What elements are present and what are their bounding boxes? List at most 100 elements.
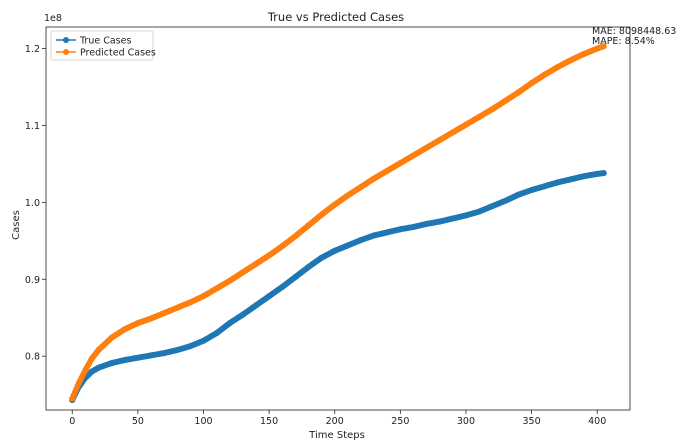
data-point	[357, 183, 364, 190]
series-layer	[69, 43, 607, 404]
data-point	[397, 160, 404, 167]
series-line	[71, 172, 604, 401]
data-point	[581, 50, 588, 57]
x-tick-label: 400	[588, 416, 606, 427]
data-point	[515, 191, 522, 198]
data-point	[213, 330, 220, 337]
data-point	[423, 144, 430, 151]
data-point	[528, 80, 535, 87]
series-line	[71, 45, 605, 399]
data-point	[318, 254, 325, 261]
data-point	[82, 367, 89, 374]
data-point	[69, 395, 76, 402]
data-point	[554, 179, 561, 186]
x-tick-label: 250	[391, 416, 409, 427]
annotation-mape: MAPE: 8.54%	[592, 36, 655, 47]
tick-layer: 0 50 100 150 200 250 300 350 400 0.8 0.9 1.0 1.1 1.2	[25, 44, 606, 427]
data-point	[331, 247, 338, 254]
data-point	[213, 285, 220, 292]
data-point	[502, 97, 509, 104]
data-point	[121, 357, 128, 364]
data-point	[384, 167, 391, 174]
data-point	[318, 211, 325, 218]
data-point	[541, 183, 548, 190]
legend-marker	[63, 49, 69, 55]
data-point	[226, 277, 233, 284]
x-tick-label: 200	[326, 416, 344, 427]
data-point	[449, 129, 456, 136]
data-point	[174, 304, 181, 311]
data-point	[134, 354, 141, 361]
x-tick-label: 100	[194, 416, 212, 427]
data-point	[476, 113, 483, 120]
data-point	[108, 334, 115, 341]
data-point	[134, 320, 141, 327]
legend-label: True Cases	[79, 36, 131, 47]
legend-marker	[63, 37, 69, 43]
data-point	[279, 243, 286, 250]
chart-title: True vs Predicted Cases	[267, 10, 404, 24]
legend-label: Predicted Cases	[80, 48, 156, 59]
data-point	[95, 364, 102, 371]
data-point	[266, 293, 273, 300]
plot-frame	[45, 26, 631, 411]
data-point	[371, 175, 378, 182]
data-point	[95, 347, 102, 354]
x-tick-label: 300	[457, 416, 475, 427]
y-axis-label: Cases	[11, 210, 22, 240]
data-point	[436, 137, 443, 144]
data-point	[305, 222, 312, 229]
x-tick-label: 0	[69, 416, 75, 427]
data-point	[200, 337, 207, 344]
data-point	[462, 212, 469, 219]
data-point	[357, 237, 364, 244]
series-true-cases	[69, 170, 607, 404]
data-point	[489, 106, 496, 113]
y-tick-label: 1.2	[25, 44, 40, 55]
y-tick-label: 0.8	[25, 352, 40, 363]
data-point	[344, 192, 351, 199]
data-point	[75, 380, 82, 387]
y-axis-offset-label: 1e8	[44, 13, 62, 24]
data-point	[541, 71, 548, 78]
data-point	[423, 220, 430, 227]
data-point	[161, 310, 168, 317]
x-tick-label: 350	[523, 416, 541, 427]
data-point	[594, 45, 601, 52]
data-point	[397, 226, 404, 233]
data-point	[528, 187, 535, 194]
data-point	[292, 273, 299, 280]
legend-frame	[50, 30, 154, 61]
data-point	[88, 355, 95, 362]
data-point	[331, 201, 338, 208]
data-point	[239, 311, 246, 318]
data-point	[502, 197, 509, 204]
data-point	[292, 233, 299, 240]
x-tick-label: 150	[260, 416, 278, 427]
data-point	[226, 320, 233, 327]
y-tick-label: 0.9	[25, 275, 40, 286]
series-predicted-cases	[69, 43, 607, 402]
data-point	[410, 223, 417, 230]
y-tick-label: 1.0	[25, 198, 40, 209]
data-point	[121, 326, 128, 333]
data-point	[384, 229, 391, 236]
data-point	[594, 170, 601, 177]
data-point	[600, 43, 607, 50]
data-point	[515, 89, 522, 96]
data-point	[449, 215, 456, 222]
data-point	[252, 260, 259, 267]
x-axis-label: Time Steps	[308, 430, 365, 441]
annotation-mae: MAE: 8098448.63	[592, 26, 676, 37]
data-point	[581, 173, 588, 180]
data-point	[344, 242, 351, 249]
data-point	[279, 283, 286, 290]
data-point	[161, 350, 168, 357]
data-point	[147, 315, 154, 322]
data-point	[187, 343, 194, 350]
y-tick-label: 1.1	[25, 121, 40, 132]
data-point	[554, 63, 561, 70]
